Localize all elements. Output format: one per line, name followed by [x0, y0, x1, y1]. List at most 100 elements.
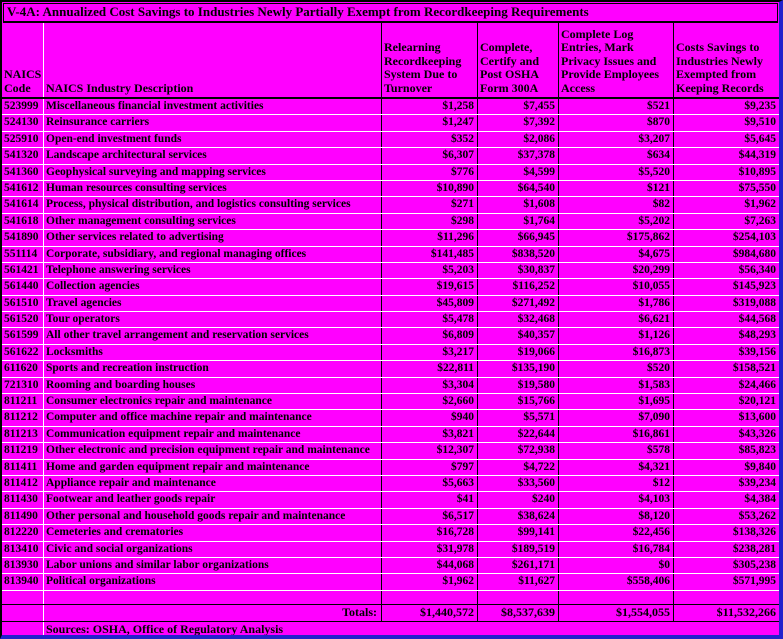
certify-post-cost-cell: $11,627	[478, 574, 559, 590]
total-savings-cell: $4,384	[744, 493, 776, 506]
table-row: 551114 Corporate, subsidiary, and regiona…	[2, 246, 779, 263]
total-savings-cell: $75,550	[738, 181, 776, 194]
total-savings-cell: $39,234	[738, 476, 776, 489]
naics-code-cell: 525910	[2, 131, 44, 148]
table-row: 811219 Other electronic and precision equ…	[2, 443, 779, 460]
relearning-cost-cell: $141,485	[382, 246, 478, 262]
table-row: 561421 Telephone answering services $5,203…	[2, 262, 779, 280]
industry-description-cell: Political organizations	[44, 574, 382, 590]
relearning-cost-cell: $1,962	[382, 574, 478, 590]
relearning-cost-cell: $6,809	[382, 328, 478, 344]
total-savings-cell: $24,466	[738, 378, 776, 391]
table-row: 561510 Travel agencies $45,809 $271,492 $1,7…	[2, 295, 779, 313]
naics-code-cell: 541890	[2, 230, 44, 246]
industry-description-cell: Travel agencies	[44, 295, 382, 312]
log-entries-cost-cell: $10,055	[559, 279, 674, 295]
log-entries-cost-cell: $578	[559, 443, 674, 459]
naics-code-cell: 811219	[2, 443, 44, 459]
industry-description-cell: Labor unions and similar labor organizat…	[44, 557, 382, 574]
naics-code-cell: 811212	[2, 410, 44, 426]
certify-post-cost-cell: $1,608	[478, 197, 559, 213]
relearning-cost-cell: $271	[382, 197, 478, 213]
relearning-cost-cell: $5,663	[382, 475, 478, 492]
naics-code-cell: 541360	[2, 164, 44, 180]
total-savings-cell: $254,103	[732, 231, 776, 244]
log-entries-cost-cell: $6,621	[559, 312, 674, 328]
relearning-cost-cell: $3,821	[382, 426, 478, 443]
table-row: 811411 Home and garden equipment repair a…	[2, 459, 779, 476]
industry-description-cell: Landscape architectural services	[44, 148, 382, 164]
log-entries-cost-cell: $7,090	[559, 410, 674, 426]
relearning-cost-cell: $10,890	[382, 180, 478, 197]
log-entries-cost-cell: $5,202	[559, 213, 674, 230]
relearning-cost-cell: $31,978	[382, 541, 478, 557]
log-entries-cost-cell: $558,406	[559, 574, 674, 590]
relearning-cost-cell: $12,307	[382, 443, 478, 459]
certify-post-cost-cell: $838,520	[478, 246, 559, 262]
relearning-cost-cell: $6,307	[382, 148, 478, 164]
total-savings-cell: $44,319	[738, 149, 776, 162]
total-savings-cell: $44,568	[738, 313, 776, 326]
total-savings-cell: $5,645	[744, 132, 776, 145]
certify-post-cost-cell: $261,171	[478, 557, 559, 574]
table-row: 813410 Civic and social organizations $31,…	[2, 541, 779, 558]
relearning-cost-cell: $1,247	[382, 115, 478, 131]
relearning-cost-cell: $11,296	[382, 230, 478, 246]
certify-post-cost-cell: $37,378	[478, 148, 559, 164]
log-entries-cost-cell: $8,120	[559, 508, 674, 525]
certify-post-cost-cell: $22,644	[478, 426, 559, 443]
relearning-cost-cell: $22,811	[382, 361, 478, 377]
table-row: 541612 Human resources consulting service…	[2, 180, 779, 198]
totals-row: Totals: $1,440,572 $8,537,639 $1,554,055…	[2, 604, 779, 622]
table-row: 813930 Labor unions and similar labor org…	[2, 557, 779, 575]
certify-post-cost-cell: $7,392	[478, 115, 559, 131]
industry-description-cell: Collection agencies	[44, 279, 382, 295]
naics-code-cell: 812220	[2, 525, 44, 541]
certify-post-cost-cell: $15,766	[478, 394, 559, 410]
certify-post-cost-cell: $19,580	[478, 377, 559, 394]
industry-description-cell: Open-end investment funds	[44, 131, 382, 148]
table-title: V-4A: Annualized Cost Savings to Industr…	[3, 3, 778, 23]
table-row: 541618 Other management consulting servic…	[2, 213, 779, 231]
total-savings-cell: $238,281	[732, 542, 776, 555]
naics-code-cell: 811211	[2, 394, 44, 410]
naics-code-cell: 813930	[2, 557, 44, 574]
certify-post-cost-cell: $32,468	[478, 312, 559, 328]
certify-post-cost-cell: $5,571	[478, 410, 559, 426]
total-savings-cell: $56,340	[738, 263, 776, 276]
certify-post-cost-cell: $4,599	[478, 164, 559, 180]
relearning-cost-cell: $44,068	[382, 557, 478, 574]
log-entries-cost-cell: $16,784	[559, 541, 674, 557]
naics-code-cell: 523999	[2, 99, 44, 115]
industry-description-cell: Tour operators	[44, 312, 382, 328]
log-entries-cost-cell: $3,207	[559, 131, 674, 148]
total-savings-cell: $48,293	[738, 329, 776, 342]
table-row: 541320 Landscape architectural services $6…	[2, 148, 779, 165]
total-savings-cell: $1,962	[744, 198, 776, 211]
table-row: 811490 Other personal and household goods…	[2, 508, 779, 526]
certify-post-cost-cell: $30,837	[478, 262, 559, 279]
table-row: 811430 Footwear and leather goods repair $…	[2, 492, 779, 509]
certify-post-cost-cell: $7,455	[478, 99, 559, 115]
certify-post-cost-cell: $189,519	[478, 541, 559, 557]
certify-post-cost-cell: $38,624	[478, 508, 559, 525]
certify-post-cost-cell: $40,357	[478, 328, 559, 344]
relearning-cost-cell: $5,478	[382, 312, 478, 328]
total-certify: $8,537,639	[478, 604, 559, 621]
log-entries-cost-cell: $20,299	[559, 262, 674, 279]
naics-code-cell: 721310	[2, 377, 44, 394]
relearning-cost-cell: $6,517	[382, 508, 478, 525]
certify-post-cost-cell: $240	[478, 492, 559, 508]
relearning-cost-cell: $1,258	[382, 99, 478, 115]
log-entries-cost-cell: $634	[559, 148, 674, 164]
log-entries-cost-cell: $870	[559, 115, 674, 131]
certify-post-cost-cell: $72,938	[478, 443, 559, 459]
relearning-cost-cell: $41	[382, 492, 478, 508]
naics-code-cell: 524130	[2, 115, 44, 131]
relearning-cost-cell: $797	[382, 459, 478, 475]
industry-description-cell: Reinsurance carriers	[44, 115, 382, 131]
naics-code-cell: 551114	[2, 246, 44, 262]
naics-code-cell: 813410	[2, 541, 44, 557]
naics-code-cell: 541614	[2, 197, 44, 213]
